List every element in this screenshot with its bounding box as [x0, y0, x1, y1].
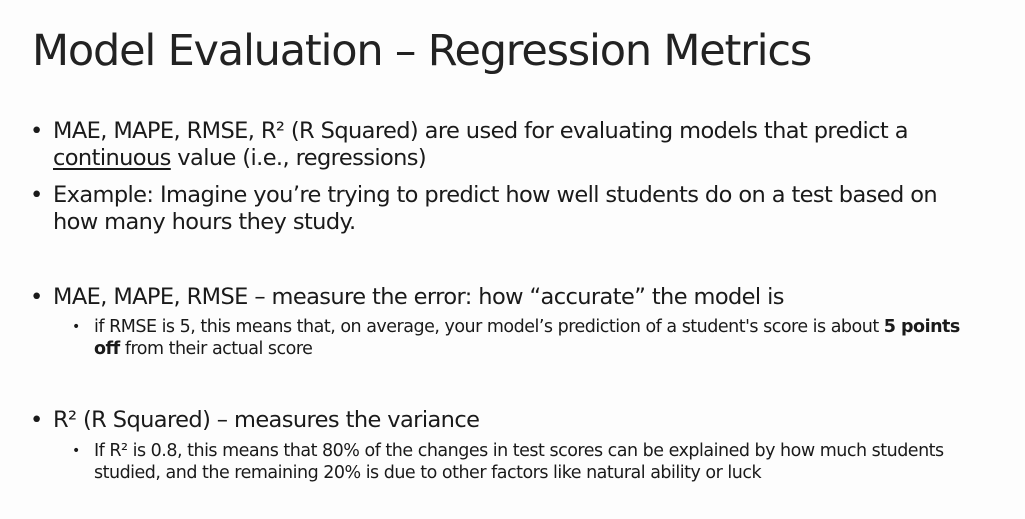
bullet-dot: •	[30, 182, 43, 208]
sub-bullet-dot: •	[72, 319, 80, 335]
bullet-dot: •	[30, 407, 43, 433]
bullet-1-underlined-word: continuous	[53, 145, 171, 171]
bullet-1-text-pre: MAE, MAPE, RMSE, R² (R Squared) are used…	[53, 118, 908, 144]
bullet-3-text: MAE, MAPE, RMSE – measure the error: how…	[53, 284, 784, 310]
slide-title: Model Evaluation – Regression Metrics	[32, 26, 812, 76]
bullet-dot: •	[30, 118, 43, 144]
sub-bullet-3-pre: if RMSE is 5, this means that, on averag…	[94, 317, 884, 337]
bullet-1-text-post: value (i.e., regressions)	[170, 145, 427, 171]
sub-bullet-4-text: If R² is 0.8, this means that 80% of the…	[94, 441, 944, 483]
bullet-4-text: R² (R Squared) – measures the variance	[53, 407, 480, 433]
bullet-1-text: MAE, MAPE, RMSE, R² (R Squared) are used…	[53, 118, 973, 172]
bullet-2-text: Example: Imagine you’re trying to predic…	[53, 182, 938, 235]
sub-bullet-3-text: if RMSE is 5, this means that, on averag…	[94, 316, 964, 360]
sub-bullet-3-bold: 5 points off	[94, 317, 960, 359]
bullet-dot: •	[30, 284, 43, 310]
sub-bullet-3-post: from their actual score	[119, 339, 313, 359]
sub-bullet-dot: •	[72, 443, 80, 459]
